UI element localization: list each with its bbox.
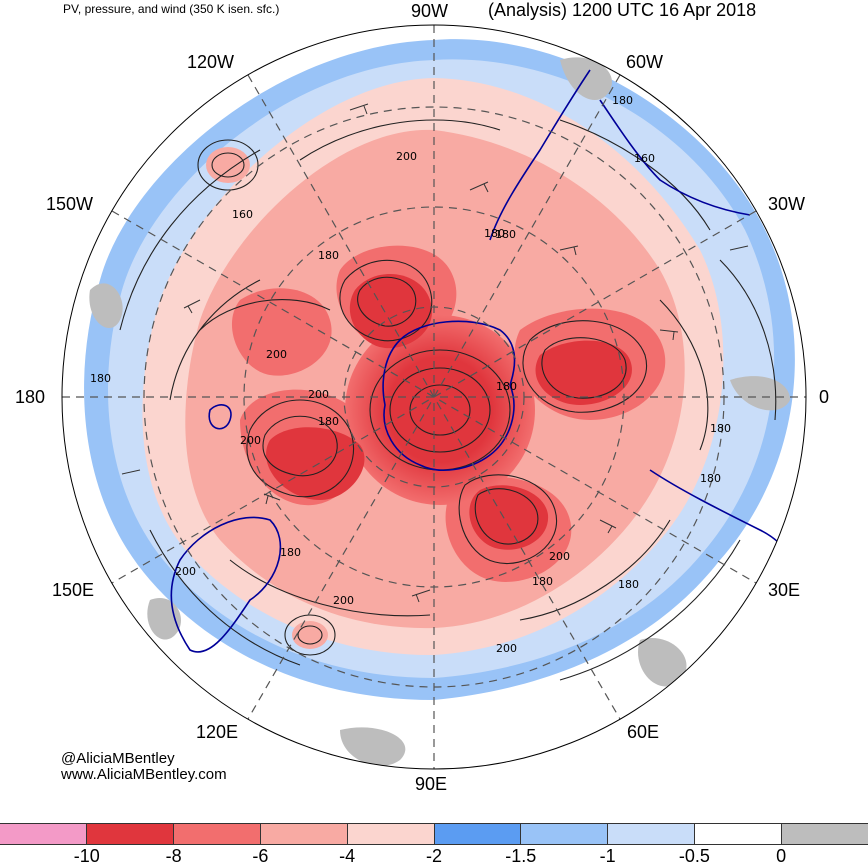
longitude-label-120w: 120W [187,52,235,72]
colorbar-box [521,824,609,844]
colorbar-tick-label: -2 [425,846,443,866]
longitude-label-0: 0 [819,387,830,407]
contour-label: 200 [308,388,329,401]
antarctica-coastline [382,320,516,471]
pv-red-tongue-east [535,340,632,405]
longitude-label-90e: 90E [415,774,448,794]
contour-label: 180 [280,546,301,559]
colorbar-box [260,824,348,844]
contour-label: 180 [318,249,339,262]
longitude-label-60e: 60E [627,722,660,742]
contour-label: 180 [484,227,505,240]
contour-label: 200 [240,434,261,447]
colorbar-tick-label: -10 [73,846,100,866]
colorbar-box [695,824,783,844]
contour-label: 180 [700,472,721,485]
pv-grey-patch [638,638,687,687]
contour-label-group: 180 200 160 180 200 180 180 200 180 180 … [90,94,731,655]
pv-shading [62,25,806,769]
contour-label: 180 [618,578,639,591]
credit-handle: @AliciaMBentley [61,750,175,767]
longitude-label-90w: 90W [411,1,449,21]
pv-pink-blob [292,621,328,649]
contour-label: 180 [90,372,111,385]
pv-grey-patch [340,727,406,766]
colorbar-box [86,824,174,844]
south-america-coastline [599,99,751,216]
colorbar-box [0,824,87,844]
colorbar [0,823,868,845]
pv-grey-patch [89,283,123,329]
longitude-label-30w: 30W [768,194,806,214]
contour-label: 200 [266,348,287,361]
colorbar-tick-label: -1.5 [505,846,537,866]
map-title: (Analysis) 1200 UTC 16 Apr 2018 [488,0,757,20]
longitude-label-60w: 60W [626,52,664,72]
colorbar-tick-label: -1 [599,846,616,866]
longitude-label-30e: 30E [768,580,801,600]
colorbar-tick-label: 0 [776,846,787,866]
pv-grey-patch [560,57,612,100]
pv-red-tongue-south [469,485,549,550]
colorbar-box [434,824,522,844]
wind-barbs [121,103,749,603]
pv-red-tongue-north [349,273,432,349]
map-border [61,24,807,770]
map-subtitle: PV, pressure, and wind (350 K isen. sfc.… [63,2,280,16]
contour-label: 180 [532,575,553,588]
contour-label: 180 [318,415,339,428]
contour-label: 200 [396,150,417,163]
contour-label: 160 [232,208,253,221]
contour-label: 200 [333,594,354,607]
colorbar-box [608,824,696,844]
contour-label: 200 [175,565,196,578]
graticule [62,25,806,769]
australia-coastline [170,516,282,653]
pv-red-lobe-northwest [231,288,332,376]
longitude-label-120e: 120E [196,722,239,742]
contour-label: 180 [612,94,633,107]
south-america-coastline [489,69,591,241]
new-zealand-coastline [208,404,232,430]
pv-pink-blob [206,147,250,183]
longitude-label-150w: 150W [46,194,94,214]
contour-label: 180 [710,422,731,435]
contour-label: 180 [496,380,517,393]
contour-label: 200 [496,642,517,655]
colorbar-box [347,824,435,844]
contour-label: 160 [634,152,655,165]
polar-map: 180 200 160 180 200 180 180 200 180 180 … [61,24,807,770]
longitude-label-180: 180 [15,387,46,407]
contour-label: 180 [495,228,516,241]
pressure-contours [119,119,777,681]
colorbar-tick-label: -8 [165,846,182,866]
colorbar-tick-label: -6 [252,846,269,866]
contour-label: 200 [549,550,570,563]
colorbar-box [173,824,261,844]
longitude-label-150e: 150E [52,580,95,600]
credit-website: www.AliciaMBentley.com [61,766,227,783]
colorbar-tick-label: -4 [339,846,356,866]
colorbar-tick-label: -0.5 [678,846,710,866]
colorbar-box [782,824,868,844]
